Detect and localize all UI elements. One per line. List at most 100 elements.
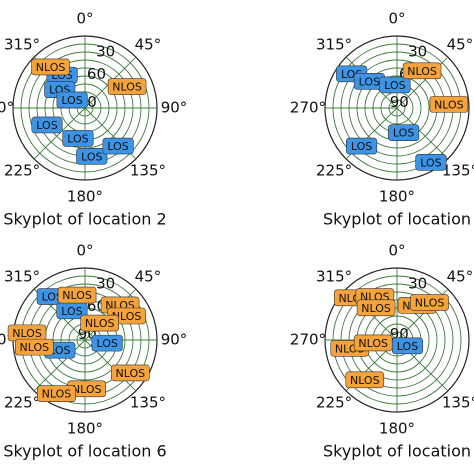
satellite-label: LOS — [61, 305, 82, 318]
satellite-label-box — [353, 334, 393, 352]
chart-title: Skyplot of location — [323, 442, 471, 461]
satellite-label-box — [107, 78, 147, 95]
angle-tick-label: 225° — [316, 161, 352, 179]
angle-tick-label: 0° — [388, 10, 405, 28]
satellite-label-box — [56, 91, 88, 109]
satellite-label-box — [345, 371, 385, 389]
satellite-label: NLOS — [112, 81, 142, 94]
angle-tick-label: 0° — [388, 242, 405, 260]
satellite-label: NLOS — [12, 327, 42, 340]
satellite-label: LOS — [61, 94, 82, 107]
angle-tick-label: 135° — [442, 393, 474, 411]
satellite-label: NLOS — [85, 317, 115, 330]
satellite-label: NLOS — [407, 65, 437, 78]
angle-tick-label: 90° — [161, 331, 188, 349]
angle-tick-label: 225° — [4, 161, 40, 179]
radial-tick-label: 60 — [87, 65, 106, 83]
satellite-label: LOS — [42, 291, 63, 304]
grid-spoke — [33, 339, 86, 392]
satellite-label-box — [379, 76, 411, 94]
satellite-label: NLOS — [19, 341, 49, 354]
radial-tick-label: 30 — [96, 43, 115, 61]
satellite-label: NLOS — [350, 374, 380, 387]
satellite-label-box — [37, 385, 76, 402]
satellite-label: NLOS — [116, 367, 146, 380]
satellite-label-box — [80, 314, 119, 332]
satellite-label-box — [388, 124, 420, 142]
satellite-label: NLOS — [415, 297, 445, 310]
angle-tick-label: 0° — [76, 242, 93, 260]
grid-spoke — [33, 107, 86, 160]
radial-tick-label: 30 — [96, 275, 115, 293]
satellite-label: NLOS — [361, 302, 391, 315]
skyplot: 0°45°90°135°180°225°270°315°306090LOSLOS… — [0, 10, 187, 229]
satellite-label: NLOS — [42, 388, 72, 401]
satellite-label: LOS — [49, 344, 70, 357]
skyplot: 0°45°135°180°225°270°315°306090LOSLOSLOS… — [290, 10, 474, 229]
satellite-label: LOS — [96, 337, 117, 350]
satellite-label-box — [345, 137, 378, 155]
satellite-label-box — [57, 286, 97, 304]
satellite-label-box — [14, 338, 54, 356]
angle-tick-label: 180° — [67, 188, 103, 206]
satellite-label-box — [410, 294, 449, 311]
skyplot: 0°45°90°135°180°225°270°315°306090LOSLOS… — [0, 242, 187, 461]
angle-tick-label: 270° — [0, 99, 14, 117]
radial-tick-label: 90 — [390, 93, 409, 111]
satellite-label-box — [111, 364, 150, 382]
angle-tick-label: 45° — [447, 36, 474, 54]
angle-tick-label: 315° — [316, 268, 352, 286]
satellite-label: NLOS — [62, 289, 92, 302]
angle-tick-label: 45° — [135, 268, 162, 286]
satellite-label-box — [31, 58, 70, 76]
angle-tick-label: 45° — [447, 268, 474, 286]
angle-tick-label: 225° — [4, 393, 40, 411]
angle-tick-label: 180° — [67, 420, 103, 438]
chart-title: Skyplot of location 2 — [3, 210, 166, 229]
skyplot: 0°45°135°180°225°270°315°306090LOSNLOSNL… — [290, 242, 474, 461]
angle-tick-label: 225° — [316, 393, 352, 411]
satellite-label: LOS — [393, 127, 414, 140]
satellite-label-box — [415, 153, 447, 171]
satellite-label: LOS — [359, 75, 380, 88]
satellite-label-box — [31, 116, 63, 134]
radial-tick-label: 30 — [408, 275, 427, 293]
satellite-label-box — [102, 137, 134, 155]
angle-tick-label: 270° — [290, 331, 326, 349]
angle-tick-label: 270° — [290, 99, 326, 117]
angle-tick-label: 135° — [442, 161, 474, 179]
angle-tick-label: 315° — [316, 36, 352, 54]
angle-tick-label: 90° — [161, 99, 188, 117]
satellite-label: LOS — [67, 132, 88, 145]
satellite-label: LOS — [107, 140, 128, 153]
satellite-label: NLOS — [72, 383, 102, 396]
radial-tick-label: 30 — [408, 43, 427, 61]
satellite-label: NLOS — [112, 310, 142, 323]
angle-tick-label: 315° — [4, 268, 40, 286]
satellite-label: LOS — [81, 150, 102, 163]
angle-tick-label: 135° — [130, 393, 166, 411]
angle-tick-label: 45° — [135, 36, 162, 54]
satellite-label-box — [62, 130, 94, 147]
satellite-label: LOS — [351, 140, 372, 153]
angle-tick-label: 315° — [4, 36, 40, 54]
chart-title: Skyplot of location 6 — [3, 442, 166, 461]
satellite-label: LOS — [397, 340, 418, 353]
angle-tick-label: 0° — [76, 10, 93, 28]
angle-tick-label: 180° — [379, 188, 415, 206]
chart-title: Skyplot of location — [323, 210, 471, 229]
satellite-label: NLOS — [36, 61, 66, 74]
grid-spoke — [396, 107, 449, 160]
satellite-label-box — [356, 299, 396, 317]
angle-tick-label: 135° — [130, 161, 166, 179]
satellite-label-box — [429, 96, 469, 113]
satellite-label: LOS — [420, 156, 441, 169]
satellite-label: LOS — [36, 119, 57, 132]
satellite-label: NLOS — [358, 337, 388, 350]
satellite-label: LOS — [384, 79, 405, 92]
satellite-label-box — [402, 62, 442, 80]
satellite-label: NLOS — [434, 98, 464, 111]
satellite-label-box — [76, 148, 108, 165]
